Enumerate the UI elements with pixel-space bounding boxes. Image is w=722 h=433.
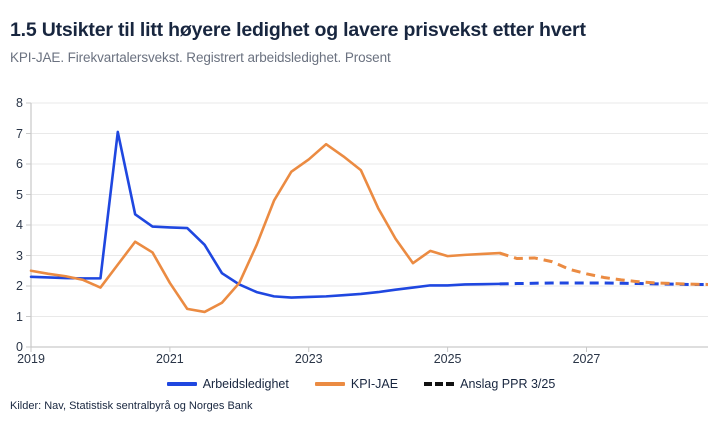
y-axis-label-5: 5 (16, 187, 23, 202)
legend-item-arbeidsledighet[interactable]: Arbeidsledighet (166, 377, 289, 391)
y-axis-label-8: 8 (16, 96, 23, 110)
chart-subtitle: KPI-JAE. Firekvartalersvekst. Registrert… (10, 50, 391, 65)
x-axis-label-2021: 2021 (155, 352, 184, 366)
x-axis-label-2023: 2023 (294, 352, 323, 366)
series-line-arbeidsledighet (29, 130, 501, 299)
chart-title: 1.5 Utsikter til litt høyere ledighet og… (10, 19, 586, 41)
y-axis-label-3: 3 (16, 248, 23, 263)
series-forecast-arbeidsledighet (499, 281, 708, 286)
gridlines (26, 102, 708, 348)
y-axis-label-6: 6 (16, 157, 23, 171)
legend-label: Arbeidsledighet (202, 377, 289, 391)
x-axis-ticks (30, 347, 587, 352)
y-axis-label-7: 7 (16, 126, 23, 141)
y-axis-label-2: 2 (16, 279, 23, 293)
line-swatch (166, 382, 197, 386)
plot-svg (26, 102, 709, 352)
legend-item-kpi-jae[interactable]: KPI-JAE (314, 377, 399, 391)
dashed-line-swatch (424, 382, 455, 386)
x-axis-label-2027: 2027 (572, 352, 601, 366)
legend-label: Anslag PPR 3/25 (460, 377, 556, 391)
x-axis-label-2019: 2019 (17, 352, 45, 366)
chart-legend: Arbeidsledighet KPI-JAE Anslag PPR 3/25 (0, 377, 722, 391)
y-axis-label-0: 0 (16, 340, 23, 354)
series-layer (29, 130, 709, 314)
legend-label: KPI-JAE (350, 377, 399, 391)
series-forecast-kpi-jae (499, 251, 709, 286)
y-axis-label-1: 1 (16, 309, 23, 324)
line-swatch (314, 382, 345, 386)
y-axis-label-4: 4 (16, 218, 23, 232)
series-line-kpi-jae (29, 142, 501, 314)
x-axis-label-2025: 2025 (433, 352, 462, 366)
chart-source: Kilder: Nav, Statistisk sentralbyrå og N… (10, 400, 253, 412)
plot-area (26, 102, 709, 352)
legend-item-anslag-ppr-3-25[interactable]: Anslag PPR 3/25 (424, 377, 555, 391)
